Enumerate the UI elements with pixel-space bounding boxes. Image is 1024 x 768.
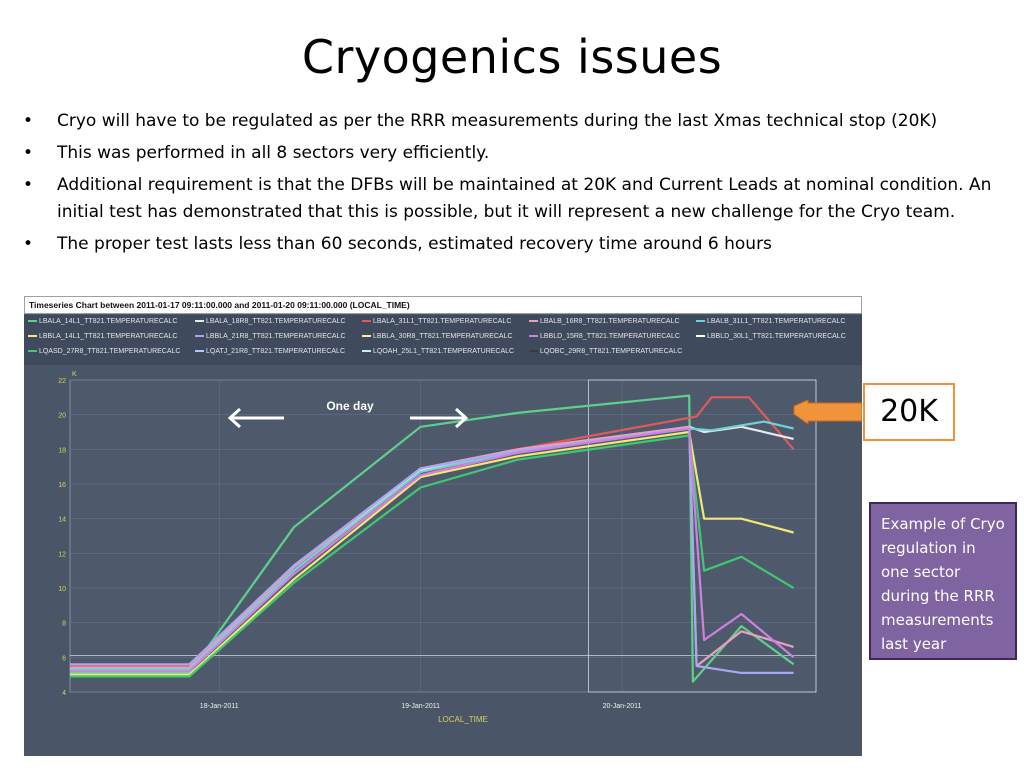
legend-entry: LQOAH_25L1_TT821.TEMPERATURECALC (362, 348, 514, 355)
legend-entry: LBALB_31L1_TT821.TEMPERATURECALC (696, 318, 845, 325)
one-day-label: One day (326, 399, 374, 413)
legend-swatch (529, 335, 538, 338)
legend-swatch (696, 335, 705, 338)
legend-label: LQATJ_21R8_TT821.TEMPERATURECALC (206, 348, 346, 355)
x-tick-label: 18-Jan-2011 (200, 703, 239, 710)
legend-swatch (195, 350, 204, 353)
legend-label: LBBLA_30R8_TT821.TEMPERATURECALC (373, 333, 513, 340)
y-tick-label: 14 (58, 517, 66, 524)
highlight-region (588, 379, 817, 693)
legend-entry: LBBLA_21R8_TT821.TEMPERATURECALC (195, 333, 346, 340)
legend-label: LBBLA_21R8_TT821.TEMPERATURECALC (206, 333, 346, 340)
y-tick-label: 10 (58, 586, 66, 593)
y-tick-label: 16 (58, 482, 66, 489)
chart-plot-area: 4 6 8 10 12 14 16 18 20 22 18-Jan-2011 19-Jan-2011 2… (58, 371, 862, 724)
series-line (70, 425, 794, 669)
chart-title: Timeseries Chart between 2011-01-17 09:1… (24, 296, 862, 314)
legend-swatch (195, 320, 204, 323)
bullet-list: Cryo will have to be regulated as per th… (20, 108, 1010, 263)
legend-swatch (362, 320, 371, 323)
slide-title: Cryogenics issues (301, 30, 723, 84)
legend-entry: LQOBC_29R8_TT821.TEMPERATURECALC (529, 348, 682, 355)
legend-label: LBBLD_30L1_TT821.TEMPERATURECALC (707, 333, 846, 340)
legend-swatch (529, 320, 538, 323)
y-tick-label: 20 (58, 413, 66, 420)
legend-entry: LBALA_14L1_TT821.TEMPERATURECALC (28, 318, 177, 325)
legend-swatch (28, 335, 37, 338)
legend-label: LBALA_14L1_TT821.TEMPERATURECALC (39, 318, 178, 325)
x-tick-label: 20-Jan-2011 (603, 703, 642, 710)
legend-entry: LQATJ_21R8_TT821.TEMPERATURECALC (195, 348, 345, 355)
legend-swatch (696, 320, 705, 323)
y-tick-label: 4 (62, 690, 66, 697)
legend-label: LQASD_27R8_TT821.TEMPERATURECALC (39, 348, 181, 355)
note-box: Example of Cryo regulation in one sector… (869, 502, 1017, 660)
legend-label: LBBLA_14L1_TT821.TEMPERATURECALC (39, 333, 178, 340)
legend-entry: LBALA_18R8_TT821.TEMPERATURECALC (195, 318, 346, 325)
legend-label: LBALA_18R8_TT821.TEMPERATURECALC (206, 318, 346, 325)
legend-label: LQOBC_29R8_TT821.TEMPERATURECALC (540, 348, 683, 355)
y-tick-label: 8 (62, 621, 66, 628)
legend-swatch (529, 350, 538, 353)
y-tick-label: 22 (58, 378, 66, 385)
callout-20k: 20K (863, 383, 955, 441)
legend-entry: LQASD_27R8_TT821.TEMPERATURECALC (28, 348, 180, 355)
series-line (70, 430, 794, 676)
plot-background (69, 379, 817, 693)
legend-swatch (362, 335, 371, 338)
legend-entry: LBBLD_30L1_TT821.TEMPERATURECALC (696, 333, 846, 340)
legend-swatch (195, 335, 204, 338)
legend-label: LBALA_31L1_TT821.TEMPERATURECALC (373, 318, 512, 325)
legend-swatch (362, 350, 371, 353)
series-line (70, 427, 795, 673)
legend-label: LBALB_16R8_TT821.TEMPERATURECALC (540, 318, 680, 325)
legend-entry: LBBLD_15R8_TT821.TEMPERATURECALC (529, 333, 680, 340)
y-tick-label: 18 (58, 447, 66, 454)
orange-arrow (793, 399, 862, 425)
right-arrow-head (454, 407, 469, 429)
legend-entry: LBALB_16R8_TT821.TEMPERATURECALC (529, 318, 680, 325)
series-line (70, 434, 795, 678)
legend-label: LBALB_31L1_TT821.TEMPERATURECALC (707, 318, 846, 325)
left-arrow-head (227, 407, 242, 429)
legend-entry: LBALA_31L1_TT821.TEMPERATURECALC (362, 318, 511, 325)
legend-label: LQOAH_25L1_TT821.TEMPERATURECALC (373, 348, 515, 355)
legend-entry: LBBLA_14L1_TT821.TEMPERATURECALC (28, 333, 177, 340)
y-tick-label: 12 (58, 551, 66, 558)
legend-label: LBBLD_15R8_TT821.TEMPERATURECALC (540, 333, 680, 340)
bullet-item: This was performed in all 8 sectors very… (20, 140, 1010, 167)
x-tick-label: 19-Jan-2011 (401, 703, 440, 710)
y-axis-label: K (72, 371, 77, 378)
bullet-item: Additional requirement is that the DFBs … (20, 172, 1010, 226)
x-axis-label: LOCAL_TIME (438, 715, 488, 724)
legend-swatch (28, 350, 37, 353)
legend-entry: LBBLA_30R8_TT821.TEMPERATURECALC (362, 333, 513, 340)
chart-legend: LBALA_14L1_TT821.TEMPERATURECALC LBALA_18… (24, 315, 862, 365)
series-line (70, 427, 794, 674)
y-tick-label: 6 (62, 655, 66, 662)
bullet-item: The proper test lasts less than 60 secon… (20, 231, 1010, 258)
legend-swatch (28, 320, 37, 323)
bullet-item: Cryo will have to be regulated as per th… (20, 108, 1010, 135)
